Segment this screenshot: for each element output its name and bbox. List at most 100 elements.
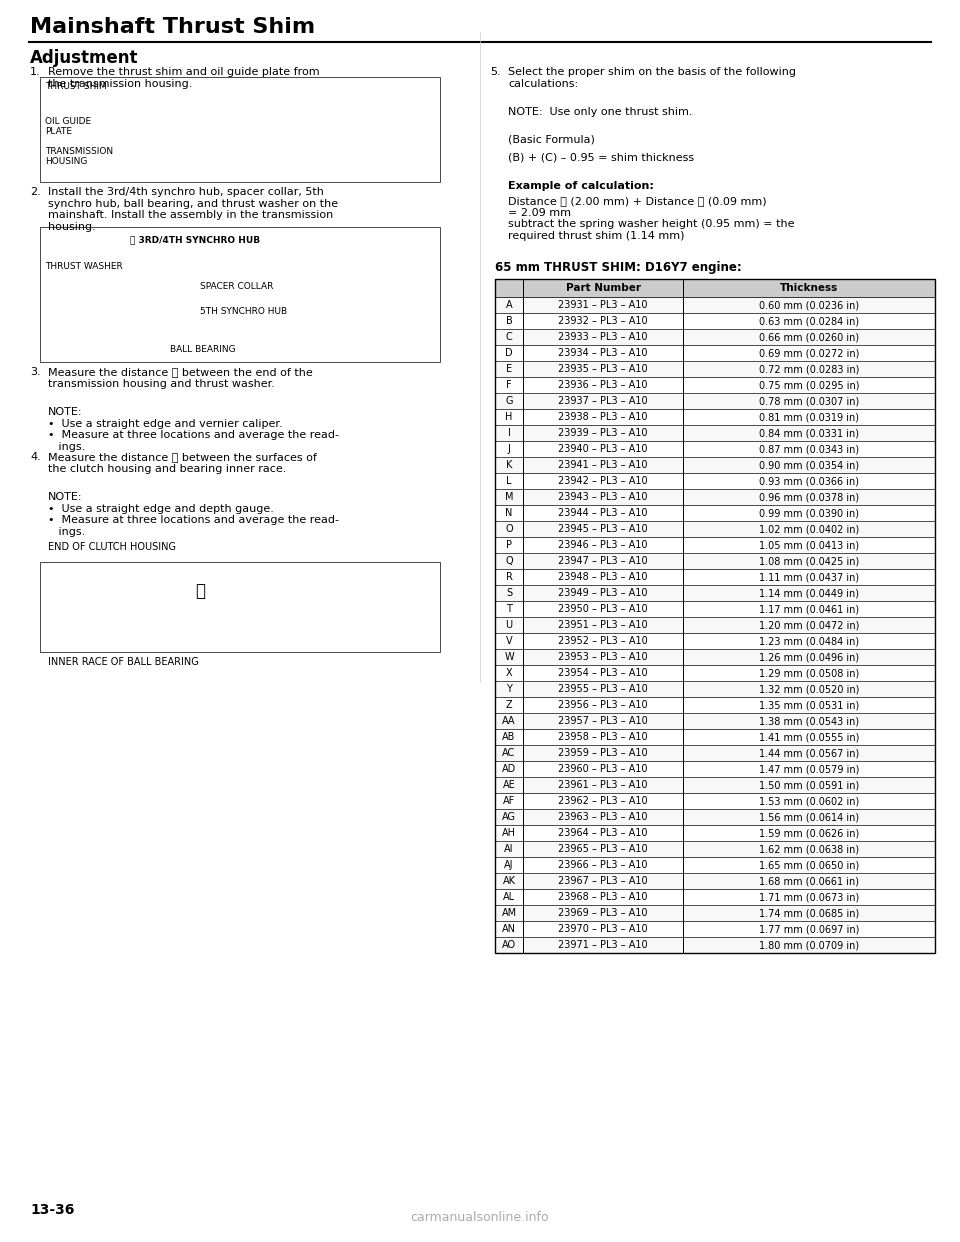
Bar xyxy=(495,745,935,761)
Text: Ⓑ 3RD/4TH SYNCHRO HUB: Ⓑ 3RD/4TH SYNCHRO HUB xyxy=(130,235,260,243)
Bar xyxy=(495,279,935,953)
Text: 0.78 mm (0.0307 in): 0.78 mm (0.0307 in) xyxy=(758,396,859,406)
Text: Remove the thrust shim and oil guide plate from
the transmission housing.: Remove the thrust shim and oil guide pla… xyxy=(48,67,320,88)
Text: AF: AF xyxy=(503,796,516,806)
Text: AH: AH xyxy=(502,828,516,838)
Bar xyxy=(495,520,935,537)
Text: 1.56 mm (0.0614 in): 1.56 mm (0.0614 in) xyxy=(759,812,859,822)
Text: 1.32 mm (0.0520 in): 1.32 mm (0.0520 in) xyxy=(758,684,859,694)
Text: 1.20 mm (0.0472 in): 1.20 mm (0.0472 in) xyxy=(758,620,859,630)
Text: 0.72 mm (0.0283 in): 0.72 mm (0.0283 in) xyxy=(758,364,859,374)
Text: 23934 – PL3 – A10: 23934 – PL3 – A10 xyxy=(559,348,648,358)
Text: (Basic Formula): (Basic Formula) xyxy=(508,135,595,145)
Text: Ⓒ: Ⓒ xyxy=(195,582,205,600)
Text: X: X xyxy=(506,668,513,678)
Text: 23947 – PL3 – A10: 23947 – PL3 – A10 xyxy=(558,556,648,566)
Text: R: R xyxy=(506,573,513,582)
Text: 23955 – PL3 – A10: 23955 – PL3 – A10 xyxy=(558,684,648,694)
Text: V: V xyxy=(506,636,513,646)
Text: J: J xyxy=(508,443,511,455)
Text: SPACER COLLAR: SPACER COLLAR xyxy=(200,282,274,291)
Bar xyxy=(495,489,935,505)
Text: 1.35 mm (0.0531 in): 1.35 mm (0.0531 in) xyxy=(758,700,859,710)
Text: 1.38 mm (0.0543 in): 1.38 mm (0.0543 in) xyxy=(759,715,859,727)
Text: 23959 – PL3 – A10: 23959 – PL3 – A10 xyxy=(558,748,648,758)
Bar xyxy=(495,713,935,729)
Bar xyxy=(495,792,935,809)
Text: 23963 – PL3 – A10: 23963 – PL3 – A10 xyxy=(559,812,648,822)
Text: 1.74 mm (0.0685 in): 1.74 mm (0.0685 in) xyxy=(758,908,859,918)
Text: 1.17 mm (0.0461 in): 1.17 mm (0.0461 in) xyxy=(759,604,859,614)
Text: 1.53 mm (0.0602 in): 1.53 mm (0.0602 in) xyxy=(758,796,859,806)
Text: 23951 – PL3 – A10: 23951 – PL3 – A10 xyxy=(558,620,648,630)
Text: I: I xyxy=(508,428,511,438)
Bar xyxy=(495,697,935,713)
Text: 3.: 3. xyxy=(30,366,40,378)
Text: 23931 – PL3 – A10: 23931 – PL3 – A10 xyxy=(559,301,648,310)
Text: 5TH SYNCHRO HUB: 5TH SYNCHRO HUB xyxy=(200,307,287,315)
Bar xyxy=(495,409,935,425)
Bar xyxy=(495,425,935,441)
Text: Measure the distance Ⓒ between the surfaces of
the clutch housing and bearing in: Measure the distance Ⓒ between the surfa… xyxy=(48,452,317,473)
Text: AJ: AJ xyxy=(504,859,514,869)
Bar xyxy=(495,279,935,297)
Text: W: W xyxy=(504,652,514,662)
Text: 23969 – PL3 – A10: 23969 – PL3 – A10 xyxy=(559,908,648,918)
Text: 23948 – PL3 – A10: 23948 – PL3 – A10 xyxy=(559,573,648,582)
Text: carmanualsonline.info: carmanualsonline.info xyxy=(411,1211,549,1225)
Text: Example of calculation:: Example of calculation: xyxy=(508,181,654,191)
Text: Z: Z xyxy=(506,700,513,710)
Text: 0.99 mm (0.0390 in): 0.99 mm (0.0390 in) xyxy=(759,508,859,518)
Text: Select the proper shim on the basis of the following
calculations:: Select the proper shim on the basis of t… xyxy=(508,67,796,88)
Text: 1.50 mm (0.0591 in): 1.50 mm (0.0591 in) xyxy=(758,780,859,790)
Text: INNER RACE OF BALL BEARING: INNER RACE OF BALL BEARING xyxy=(48,657,199,667)
Text: Part Number: Part Number xyxy=(565,283,640,293)
Text: N: N xyxy=(505,508,513,518)
Text: 23936 – PL3 – A10: 23936 – PL3 – A10 xyxy=(559,380,648,390)
Bar xyxy=(40,77,440,183)
Text: 23961 – PL3 – A10: 23961 – PL3 – A10 xyxy=(559,780,648,790)
Text: 1.05 mm (0.0413 in): 1.05 mm (0.0413 in) xyxy=(759,540,859,550)
Bar xyxy=(495,664,935,681)
Text: 0.90 mm (0.0354 in): 0.90 mm (0.0354 in) xyxy=(759,460,859,469)
Text: AA: AA xyxy=(502,715,516,727)
Text: 23935 – PL3 – A10: 23935 – PL3 – A10 xyxy=(558,364,648,374)
Text: 23939 – PL3 – A10: 23939 – PL3 – A10 xyxy=(559,428,648,438)
Text: 0.87 mm (0.0343 in): 0.87 mm (0.0343 in) xyxy=(759,443,859,455)
Text: 0.69 mm (0.0272 in): 0.69 mm (0.0272 in) xyxy=(758,348,859,358)
Text: 23940 – PL3 – A10: 23940 – PL3 – A10 xyxy=(559,443,648,455)
Text: OIL GUIDE
PLATE: OIL GUIDE PLATE xyxy=(45,117,91,137)
Text: Q: Q xyxy=(505,556,513,566)
Text: Distance Ⓑ (2.00 mm) + Distance Ⓒ (0.09 mm)
= 2.09 mm
subtract the spring washer: Distance Ⓑ (2.00 mm) + Distance Ⓒ (0.09 … xyxy=(508,196,795,241)
Text: 23971 – PL3 – A10: 23971 – PL3 – A10 xyxy=(558,940,648,950)
Bar xyxy=(495,392,935,409)
Bar xyxy=(495,505,935,520)
Text: 1.41 mm (0.0555 in): 1.41 mm (0.0555 in) xyxy=(758,732,859,741)
Text: 23964 – PL3 – A10: 23964 – PL3 – A10 xyxy=(559,828,648,838)
Text: 23942 – PL3 – A10: 23942 – PL3 – A10 xyxy=(558,476,648,486)
Text: 1.11 mm (0.0437 in): 1.11 mm (0.0437 in) xyxy=(759,573,859,582)
Bar xyxy=(495,585,935,601)
Text: 65 mm THRUST SHIM: D16Y7 engine:: 65 mm THRUST SHIM: D16Y7 engine: xyxy=(495,261,742,274)
Text: 0.60 mm (0.0236 in): 0.60 mm (0.0236 in) xyxy=(759,301,859,310)
Bar xyxy=(495,905,935,922)
Bar xyxy=(495,825,935,841)
Text: THRUST WASHER: THRUST WASHER xyxy=(45,262,123,271)
Text: 1.62 mm (0.0638 in): 1.62 mm (0.0638 in) xyxy=(759,845,859,854)
Bar xyxy=(495,297,935,313)
Text: AG: AG xyxy=(502,812,516,822)
Text: 23937 – PL3 – A10: 23937 – PL3 – A10 xyxy=(558,396,648,406)
Text: AC: AC xyxy=(502,748,516,758)
Text: 1.02 mm (0.0402 in): 1.02 mm (0.0402 in) xyxy=(758,524,859,534)
Bar xyxy=(495,761,935,777)
Bar xyxy=(495,650,935,664)
Text: B: B xyxy=(506,315,513,325)
Text: 23968 – PL3 – A10: 23968 – PL3 – A10 xyxy=(559,892,648,902)
Text: 23957 – PL3 – A10: 23957 – PL3 – A10 xyxy=(558,715,648,727)
Text: 1.23 mm (0.0484 in): 1.23 mm (0.0484 in) xyxy=(759,636,859,646)
Text: L: L xyxy=(506,476,512,486)
Bar xyxy=(495,457,935,473)
Bar xyxy=(495,313,935,329)
Text: 23958 – PL3 – A10: 23958 – PL3 – A10 xyxy=(558,732,648,741)
Text: C: C xyxy=(506,332,513,342)
